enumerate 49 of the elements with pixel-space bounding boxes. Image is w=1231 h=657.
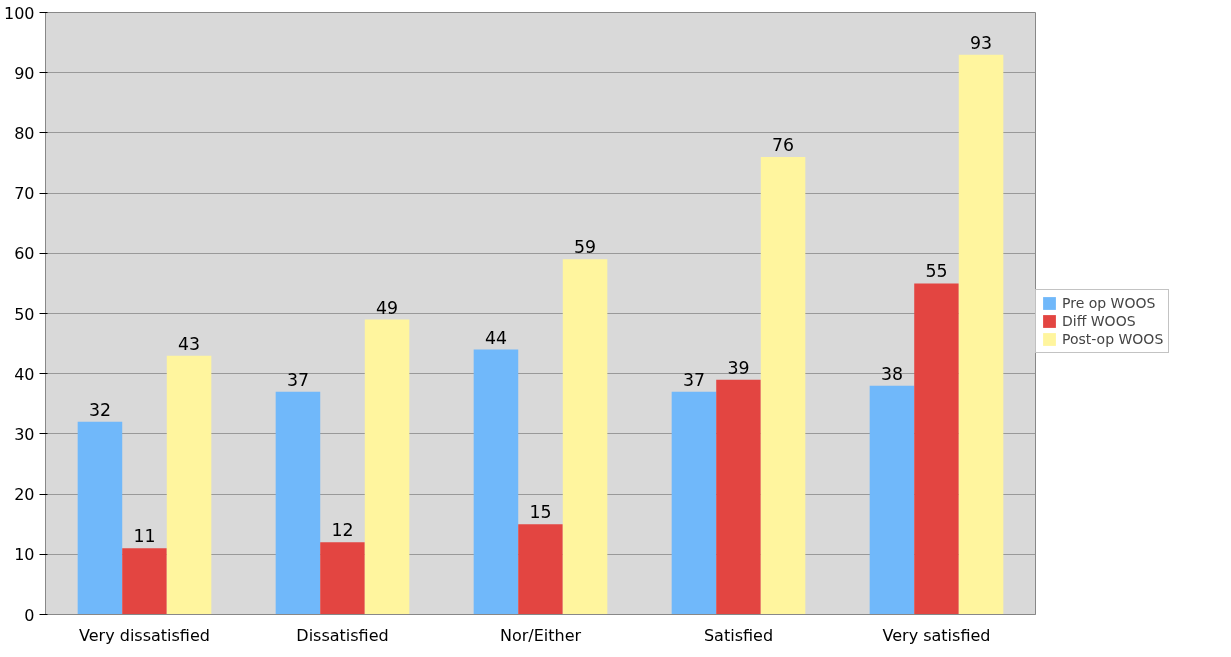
data-label: 38: [880, 363, 903, 384]
data-label: 39: [727, 357, 750, 378]
x-tick-label: Nor/Either: [499, 625, 582, 645]
data-label: 43: [178, 333, 201, 354]
data-label: 93: [970, 32, 993, 53]
y-tick-label: 80: [14, 123, 35, 143]
y-tick-label: 60: [14, 244, 35, 264]
data-label: 12: [331, 520, 354, 541]
bar: [166, 355, 212, 615]
bar: [473, 349, 519, 615]
x-tick-label: Very dissatisfied: [79, 625, 210, 645]
bar: [77, 421, 123, 615]
bar: [518, 524, 563, 615]
bar: [275, 391, 321, 615]
bar: [671, 391, 717, 615]
bar: [760, 156, 806, 615]
y-tick-label: 0: [24, 605, 35, 625]
legend-label: Diff WOOS: [1062, 313, 1136, 329]
data-label: 32: [88, 399, 111, 420]
y-tick-label: 70: [14, 184, 35, 204]
data-label: 59: [574, 237, 597, 258]
data-label: 11: [133, 526, 156, 547]
data-label: 15: [529, 502, 552, 523]
data-label: 37: [286, 369, 309, 390]
y-tick-label: 40: [14, 364, 35, 384]
bar: [122, 548, 167, 615]
y-tick-label: 30: [14, 424, 35, 444]
bar: [869, 385, 915, 615]
y-tick-label: 100: [3, 3, 35, 23]
y-tick-label: 10: [14, 545, 35, 565]
bar: [958, 54, 1004, 615]
y-tick-label: 50: [14, 304, 35, 324]
data-label: 44: [484, 327, 507, 348]
data-label: 37: [682, 369, 705, 390]
bar: [364, 319, 410, 615]
legend-label: Post-op WOOS: [1062, 331, 1164, 347]
x-tick-label: Dissatisfied: [296, 625, 389, 645]
data-label: 49: [376, 297, 399, 318]
bar: [716, 379, 761, 615]
data-label: 76: [772, 134, 795, 155]
bar: [914, 283, 959, 615]
y-tick-label: 20: [14, 485, 35, 505]
x-tick-label: Satisfied: [703, 625, 774, 645]
data-label: 55: [925, 261, 948, 282]
x-tick-label: Very satisfied: [882, 625, 991, 645]
bar: [562, 259, 608, 615]
y-tick-label: 90: [14, 63, 35, 83]
bar: [320, 542, 365, 615]
legend-label: Pre op WOOS: [1062, 295, 1156, 311]
